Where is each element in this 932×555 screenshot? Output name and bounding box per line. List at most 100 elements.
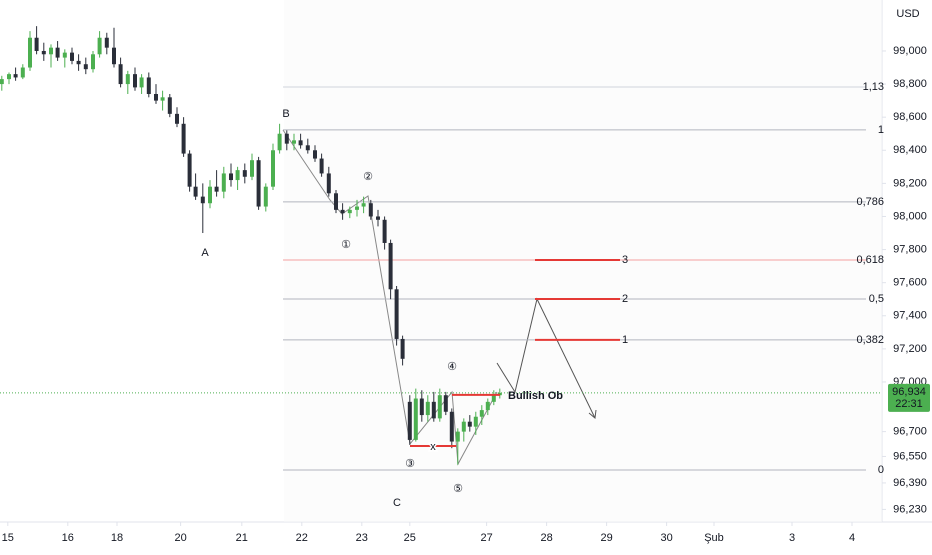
candle-body	[467, 421, 472, 427]
target-label: 3	[622, 254, 628, 266]
candle-body	[382, 219, 387, 243]
x-tick-label: Şub	[704, 532, 724, 544]
x-tick-label: 3	[789, 532, 795, 544]
x-tick-label: 18	[111, 532, 123, 544]
wave-label: B	[282, 108, 289, 120]
candle-body	[479, 410, 484, 417]
candle-body	[146, 77, 151, 95]
projection-arrow	[588, 409, 597, 419]
candle-body	[437, 395, 442, 419]
candle-body	[221, 173, 226, 192]
candle-body	[461, 421, 466, 432]
candle-body	[376, 216, 380, 220]
candle-body	[214, 186, 219, 192]
candle-body	[208, 186, 212, 204]
candle-body	[305, 145, 310, 151]
wave-label: C	[393, 497, 401, 509]
candle-body	[334, 193, 338, 210]
wave-label: ①	[341, 239, 351, 251]
candle-body	[388, 242, 393, 290]
candle-body	[355, 206, 359, 210]
wave-label: ②	[363, 171, 373, 183]
target-label: 2	[622, 293, 628, 305]
candle-body	[250, 160, 254, 177]
candle-body	[7, 74, 11, 80]
wave-label: ⑤	[453, 483, 463, 495]
candle-body	[160, 97, 165, 101]
y-tick-label: 98,000	[893, 210, 927, 222]
x-tick-label: 22	[296, 532, 308, 544]
y-tick-label: 99,000	[893, 45, 927, 57]
candle-body	[419, 398, 424, 416]
fib-label: 0	[878, 464, 884, 476]
candle-body	[400, 338, 405, 359]
candle-body	[368, 203, 373, 217]
candle-body	[340, 209, 345, 214]
candle-body	[193, 186, 198, 197]
candle-body	[407, 401, 412, 440]
candle-body	[97, 37, 102, 55]
x-tick-label: 27	[480, 532, 492, 544]
current-price-label: 96,934	[892, 386, 926, 398]
candle-body	[181, 123, 186, 154]
x-tick-label: 28	[540, 532, 552, 544]
candle-body	[242, 170, 247, 177]
candle-body	[443, 395, 448, 412]
candle-body	[431, 401, 436, 419]
y-tick-label: 97,200	[893, 343, 927, 355]
x-tick-label: 16	[62, 532, 74, 544]
candle-body	[284, 133, 289, 144]
wave-label: ③	[405, 458, 415, 470]
candle-body	[175, 113, 179, 124]
candle-body	[118, 64, 123, 85]
x-level-label: x	[430, 441, 436, 453]
candle-body	[347, 209, 352, 214]
candle-body	[41, 50, 46, 55]
candle-body	[425, 401, 430, 416]
y-tick-label: 98,800	[893, 78, 927, 90]
wave-label: A	[201, 247, 209, 259]
candle-body	[229, 173, 233, 181]
candle-body	[167, 97, 172, 114]
current-price-tag	[888, 383, 930, 412]
bullish-ob-label: Bullish Ob	[508, 390, 563, 402]
candle-body	[13, 74, 18, 78]
candle-body	[313, 150, 317, 159]
y-tick-label: 96,390	[893, 477, 927, 489]
candle-body	[394, 289, 399, 339]
fib-label: 1	[878, 124, 884, 136]
candle-body	[491, 395, 496, 402]
candle-body	[256, 160, 261, 207]
y-tick-label: 97,600	[893, 277, 927, 289]
candle-body	[235, 170, 240, 181]
candle-body	[125, 74, 130, 85]
y-tick-label: 98,400	[893, 144, 927, 156]
y-tick-label: 96,230	[893, 503, 927, 515]
fib-label: 1,13	[863, 81, 884, 93]
currency-label: USD	[896, 8, 919, 20]
projection-path	[496, 297, 596, 419]
candle-body	[455, 431, 460, 442]
candle-body	[62, 52, 67, 58]
y-tick-label: 97,400	[893, 310, 927, 322]
candle-body	[83, 64, 88, 70]
candle-body	[112, 47, 116, 65]
candle-body	[263, 186, 268, 207]
candle-body	[139, 77, 144, 88]
candle-body	[49, 47, 53, 55]
x-tick-label: 25	[404, 532, 416, 544]
candle-body	[292, 140, 296, 144]
y-tick-label: 98,600	[893, 111, 927, 123]
y-tick-label: 98,200	[893, 177, 927, 189]
fib-label: 0,5	[869, 293, 884, 305]
wave-label: ④	[447, 361, 457, 373]
x-tick-label: 4	[849, 532, 855, 544]
candle-body	[473, 416, 478, 427]
candle-body	[91, 54, 95, 70]
candle-body	[319, 158, 324, 174]
candle-body	[55, 47, 60, 58]
countdown: 22:31	[895, 398, 923, 410]
x-tick-label: 29	[600, 532, 612, 544]
candle-body	[485, 401, 490, 411]
